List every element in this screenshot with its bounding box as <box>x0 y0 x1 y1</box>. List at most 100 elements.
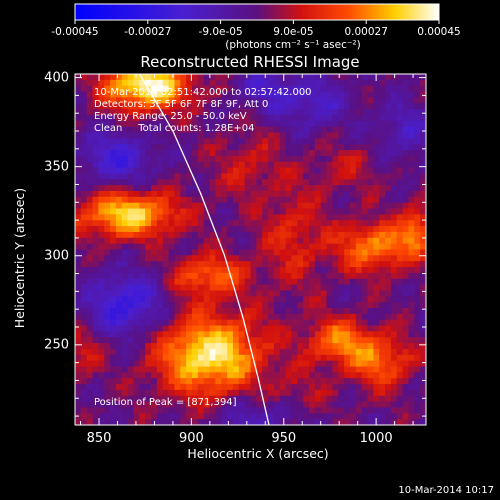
heatmap-cell <box>186 284 193 292</box>
heatmap-cell <box>262 348 269 356</box>
heatmap-cell <box>238 319 246 327</box>
heatmap-cell <box>373 378 380 385</box>
heatmap-cell <box>215 120 222 128</box>
heatmap-cell <box>250 243 257 251</box>
heatmap-cell <box>215 337 222 344</box>
heatmap-cell <box>262 191 269 198</box>
heatmap-cell <box>402 343 410 350</box>
heatmap-cell <box>385 132 392 139</box>
heatmap-cell <box>256 343 263 350</box>
heatmap-cell <box>98 208 105 215</box>
heatmap-cell <box>75 319 82 327</box>
heatmap-cell <box>349 319 357 327</box>
heatmap-cell <box>180 79 187 87</box>
heatmap-cell <box>244 74 252 81</box>
heatmap-cell <box>110 220 117 227</box>
heatmap-cell <box>238 155 246 163</box>
heatmap-cell <box>332 161 339 169</box>
heatmap-cell <box>250 284 257 292</box>
heatmap-cell <box>332 337 339 344</box>
heatmap-cell <box>75 150 82 157</box>
heatmap-cell <box>232 185 240 192</box>
heatmap-cell <box>180 179 187 186</box>
heatmap-cell <box>186 220 193 227</box>
heatmap-cell <box>367 103 374 110</box>
heatmap-cell <box>75 366 82 373</box>
heatmap-cell <box>309 103 316 110</box>
heatmap-cell <box>162 337 170 344</box>
heatmap-cell <box>232 126 240 134</box>
heatmap-cell <box>110 354 117 362</box>
heatmap-cell <box>309 161 316 169</box>
heatmap-cell <box>361 354 369 362</box>
heatmap-cell <box>309 325 316 332</box>
heatmap-cell <box>92 208 99 215</box>
heatmap-cell <box>355 366 363 373</box>
heatmap-cell <box>332 290 339 297</box>
heatmap-cell <box>244 85 252 93</box>
heatmap-cell <box>162 308 170 315</box>
heatmap-cell <box>133 126 140 134</box>
heatmap-cell <box>402 331 410 338</box>
heatmap-cell <box>110 150 117 157</box>
heatmap-cell <box>115 167 123 175</box>
heatmap-cell <box>385 354 392 362</box>
heatmap-cell <box>238 214 246 221</box>
heatmap-cell <box>414 296 421 303</box>
heatmap-cell <box>232 74 240 81</box>
heatmap-cell <box>367 395 374 403</box>
heatmap-cell <box>75 325 82 332</box>
heatmap-cell <box>162 272 170 280</box>
heatmap-cell <box>367 179 374 186</box>
heatmap-cell <box>385 103 392 110</box>
heatmap-cell <box>139 74 146 81</box>
heatmap-cell <box>320 179 328 186</box>
heatmap-cell <box>86 366 94 373</box>
heatmap-cell <box>367 261 374 268</box>
heatmap-cell <box>104 196 111 204</box>
heatmap-cell <box>98 395 105 403</box>
heatmap-cell <box>192 196 199 204</box>
heatmap-cell <box>75 267 82 274</box>
heatmap-cell <box>232 226 240 233</box>
heatmap-cell <box>367 126 374 134</box>
heatmap-cell <box>291 413 298 420</box>
heatmap-cell <box>174 144 181 151</box>
heatmap-cell <box>291 85 298 93</box>
heatmap-cell <box>238 226 246 233</box>
heatmap-cell <box>215 220 222 227</box>
heatmap-cell <box>396 185 404 192</box>
heatmap-cell <box>268 313 275 321</box>
heatmap-cell <box>209 337 216 344</box>
heatmap-cell <box>326 354 333 362</box>
heatmap-cell <box>162 267 170 274</box>
heatmap-cell <box>162 208 170 215</box>
heatmap-cell <box>273 278 281 286</box>
heatmap-cell <box>332 243 339 251</box>
heatmap-cell <box>379 378 386 385</box>
heatmap-cell <box>390 109 398 116</box>
heatmap-cell <box>238 202 246 210</box>
heatmap-cell <box>379 308 386 315</box>
heatmap-cell <box>215 161 222 169</box>
heatmap-cell <box>355 284 363 292</box>
heatmap-cell <box>215 395 222 403</box>
heatmap-cell <box>80 419 88 425</box>
heatmap-cell <box>192 395 199 403</box>
heatmap-cell <box>110 74 117 81</box>
heatmap-cell <box>402 401 410 409</box>
heatmap-cell <box>379 173 386 180</box>
heatmap-cell <box>338 395 345 403</box>
heatmap-cell <box>75 348 82 356</box>
heatmap-cell <box>385 278 392 286</box>
heatmap-cell <box>209 255 216 262</box>
heatmap-cell <box>145 109 152 116</box>
heatmap-cell <box>227 389 234 397</box>
heatmap-cell <box>361 313 369 321</box>
heatmap-cell <box>80 366 88 373</box>
heatmap-cell <box>414 208 421 215</box>
heatmap-cell <box>209 343 216 350</box>
heatmap-cell <box>332 226 339 233</box>
heatmap-cell <box>320 302 328 309</box>
heatmap-cell <box>98 272 105 280</box>
